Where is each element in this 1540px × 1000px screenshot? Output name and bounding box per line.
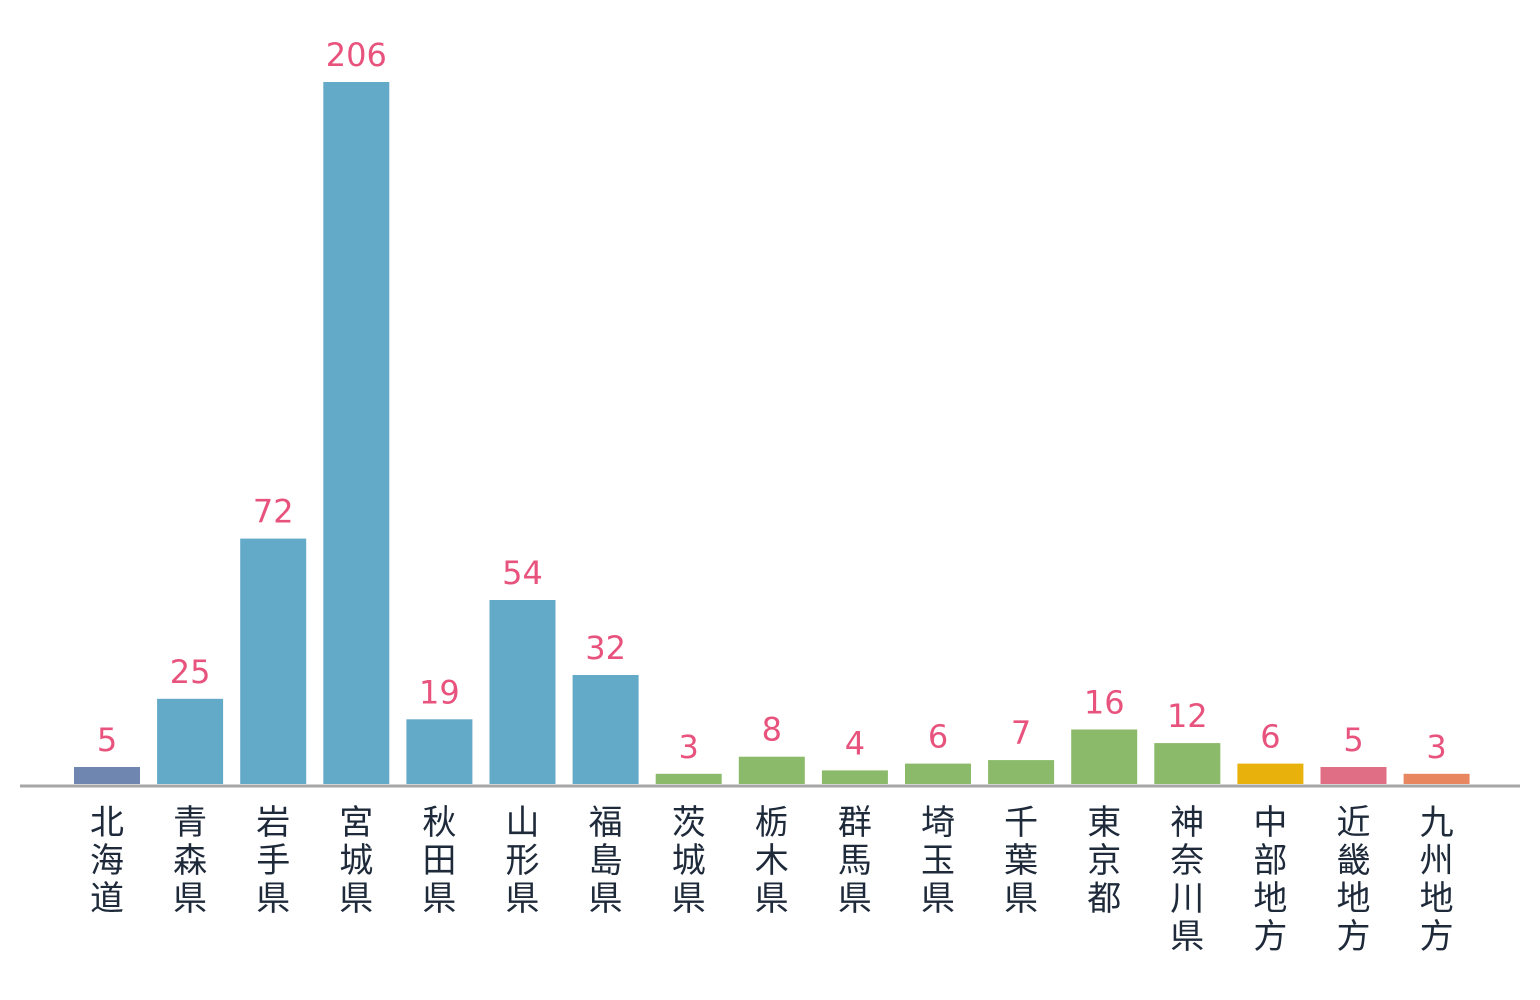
value-labels-layer: 5 25 72 206 19 54 32 3 8 4 6 7 16 12 6 5 3 (97, 36, 1447, 766)
bar-15 (1320, 767, 1387, 784)
category-label-6: 福島県 (589, 803, 623, 919)
bar-4 (406, 719, 473, 784)
category-label-14: 中部地方 (1253, 803, 1287, 957)
bars-layer (74, 82, 1470, 784)
value-label-13: 12 (1167, 697, 1208, 735)
bar-12 (1071, 729, 1138, 784)
category-label-11: 千葉県 (1004, 803, 1038, 919)
bar-3 (323, 82, 390, 784)
value-label-9: 4 (845, 724, 865, 762)
value-label-2: 72 (253, 493, 294, 531)
bar-9 (821, 770, 888, 784)
category-label-15: 近畿地方 (1337, 803, 1371, 957)
category-label-13: 神奈川県 (1170, 803, 1204, 957)
bar-0 (74, 767, 140, 784)
bar-8 (738, 756, 805, 784)
value-label-10: 6 (928, 718, 948, 756)
value-label-14: 6 (1260, 718, 1280, 756)
bar-7 (655, 773, 722, 784)
value-label-5: 54 (502, 554, 543, 592)
value-label-6: 32 (585, 629, 626, 667)
category-label-12: 東京都 (1087, 803, 1121, 919)
category-label-8: 栃木県 (755, 803, 789, 919)
value-label-11: 7 (1011, 714, 1031, 752)
bar-11 (988, 760, 1055, 784)
category-label-5: 山形県 (506, 803, 540, 919)
value-label-1: 25 (170, 653, 211, 691)
category-label-1: 青森県 (173, 803, 207, 919)
bar-16 (1403, 773, 1470, 784)
bar-6 (572, 675, 639, 784)
value-label-15: 5 (1343, 721, 1363, 759)
value-label-8: 8 (762, 711, 782, 749)
value-label-12: 16 (1084, 684, 1125, 722)
bar-13 (1154, 743, 1221, 784)
value-label-0: 5 (97, 721, 117, 759)
bar-5 (489, 600, 556, 784)
bar-14 (1237, 763, 1304, 784)
category-label-10: 埼玉県 (921, 803, 955, 919)
value-label-4: 19 (419, 673, 460, 711)
category-labels-layer: 北海道 青森県 岩手県 宮城県 秋田県 山形県 福島県 茨城県 栃木県 群馬県 埼玉県 千葉県 東京都 神… (90, 803, 1454, 957)
value-label-16: 3 (1426, 728, 1446, 766)
bar-10 (905, 763, 971, 784)
value-label-3: 206 (326, 36, 387, 74)
category-label-2: 岩手県 (256, 803, 290, 919)
category-label-3: 宮城県 (339, 803, 373, 919)
category-label-7: 茨城県 (672, 803, 706, 919)
bar-2 (240, 538, 307, 784)
category-label-0: 北海道 (90, 803, 124, 919)
category-label-9: 群馬県 (838, 803, 872, 919)
bar-1 (157, 698, 224, 784)
value-label-7: 3 (679, 728, 699, 766)
category-label-16: 九州地方 (1420, 803, 1454, 957)
category-label-4: 秋田県 (422, 803, 456, 919)
